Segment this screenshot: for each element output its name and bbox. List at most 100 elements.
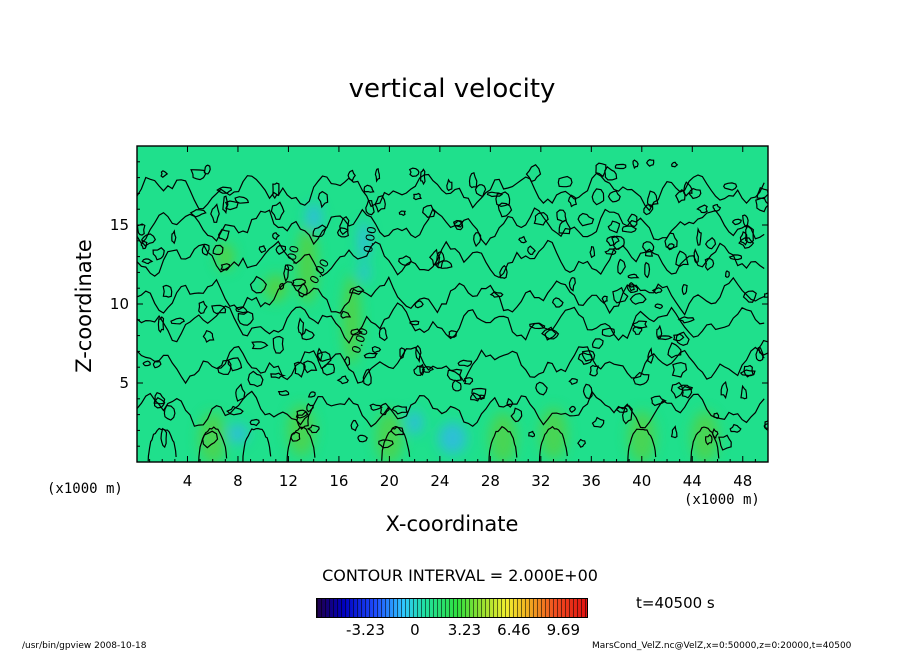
footer-left: /usr/bin/gpview 2008-10-18 [22,641,147,651]
contour-layer-line [137,390,765,429]
contour-cell [379,402,390,416]
contour-cell [567,194,578,208]
contour-cell [152,247,165,261]
contour-cell [681,284,688,296]
colorbar [316,598,588,618]
contour-cell [251,341,269,350]
contour-cell [152,360,162,369]
plume-contour [147,427,177,462]
contour-cell [656,324,663,340]
contour-cell [363,184,375,193]
contour-cell [643,204,654,216]
contour-cell [631,320,648,329]
contour-cell [307,391,316,398]
contour-cell [420,168,426,186]
contour-cell [363,352,378,359]
contour-cell [347,169,356,182]
contour-cell [718,434,732,451]
contour-cell [628,281,635,292]
contour-cell [693,248,700,264]
contour-cell [217,228,230,242]
chart-title: vertical velocity [348,74,556,104]
contour-cell [601,295,608,304]
contour-cell [704,433,713,446]
contour-cell [371,345,382,354]
contour-cell [527,245,536,256]
contour-cell [551,297,564,308]
contour-cell [657,335,673,341]
contour-cell [629,292,647,305]
contour-cell [419,363,424,376]
contour-cell [349,285,365,296]
contour-cell [247,370,264,388]
y-axis: 5 10 15 [110,161,768,447]
contour-cell [677,384,694,391]
contour-cell [163,404,176,421]
contour-cell [763,423,768,430]
contour-cell [227,357,243,372]
contour-cell [212,244,224,256]
colorbar-stripes [317,599,587,617]
contour-cell [350,328,363,336]
y-tick-label: 10 [110,295,129,313]
updraft-blob [488,412,517,462]
contour-cell [617,258,626,275]
contour-cell [499,264,508,279]
contour-cell [357,434,368,443]
contour-cell [704,236,717,250]
contour-cell [142,360,151,367]
contour-cell [541,326,557,341]
colorbar-tick-label: 6.46 [497,621,531,639]
contour-cell [568,276,576,292]
contour-cell [451,379,462,392]
contour-cell [755,196,768,213]
contour-cell [589,245,596,259]
x-tick-label: 24 [430,472,449,490]
contour-cell [577,212,595,227]
contour-cell [414,300,424,309]
plume-contour [627,428,657,462]
contour-cell [336,227,349,238]
contour-cell [217,359,232,376]
contour-cell [235,383,246,402]
contour-cell [612,286,629,304]
contour-cell [446,368,463,382]
contour-cell [321,363,336,376]
contour-cell [489,290,504,298]
contour-cell [674,189,686,204]
field-background [137,146,768,462]
contour-cell [506,397,514,408]
contour-cell [237,311,254,326]
contour-cell [374,195,386,213]
contour-cell [670,161,679,168]
contour-cell [591,338,604,350]
contour-cell [224,200,239,211]
contour-cell [601,327,616,337]
contour-cell [645,158,655,167]
contour-cell [141,258,154,265]
contour-cell [528,430,535,438]
updraft-blob [263,274,288,303]
contour-cell [739,369,756,377]
contour-cell [713,412,720,420]
contour-cell [591,416,605,428]
contour-cell [755,347,764,362]
contour-cell [408,167,420,178]
contour-cell [234,196,250,204]
plume-contour [198,426,228,462]
contour-cell [742,290,757,303]
contour-cell [647,347,654,364]
contour-cell [581,350,596,362]
contour-cell [162,284,173,298]
contour-cell [428,248,441,266]
contour-cell [621,225,637,233]
time-label: t=40500 s [636,594,715,612]
colorbar-tick-label: 3.23 [447,621,482,639]
contour-cell [189,209,207,218]
contour-cell [297,283,308,298]
contour-cell [468,171,478,189]
contour-cell [249,275,267,294]
contour-cell [627,213,638,228]
contour-cell [222,195,229,215]
contour-cell [495,191,511,208]
